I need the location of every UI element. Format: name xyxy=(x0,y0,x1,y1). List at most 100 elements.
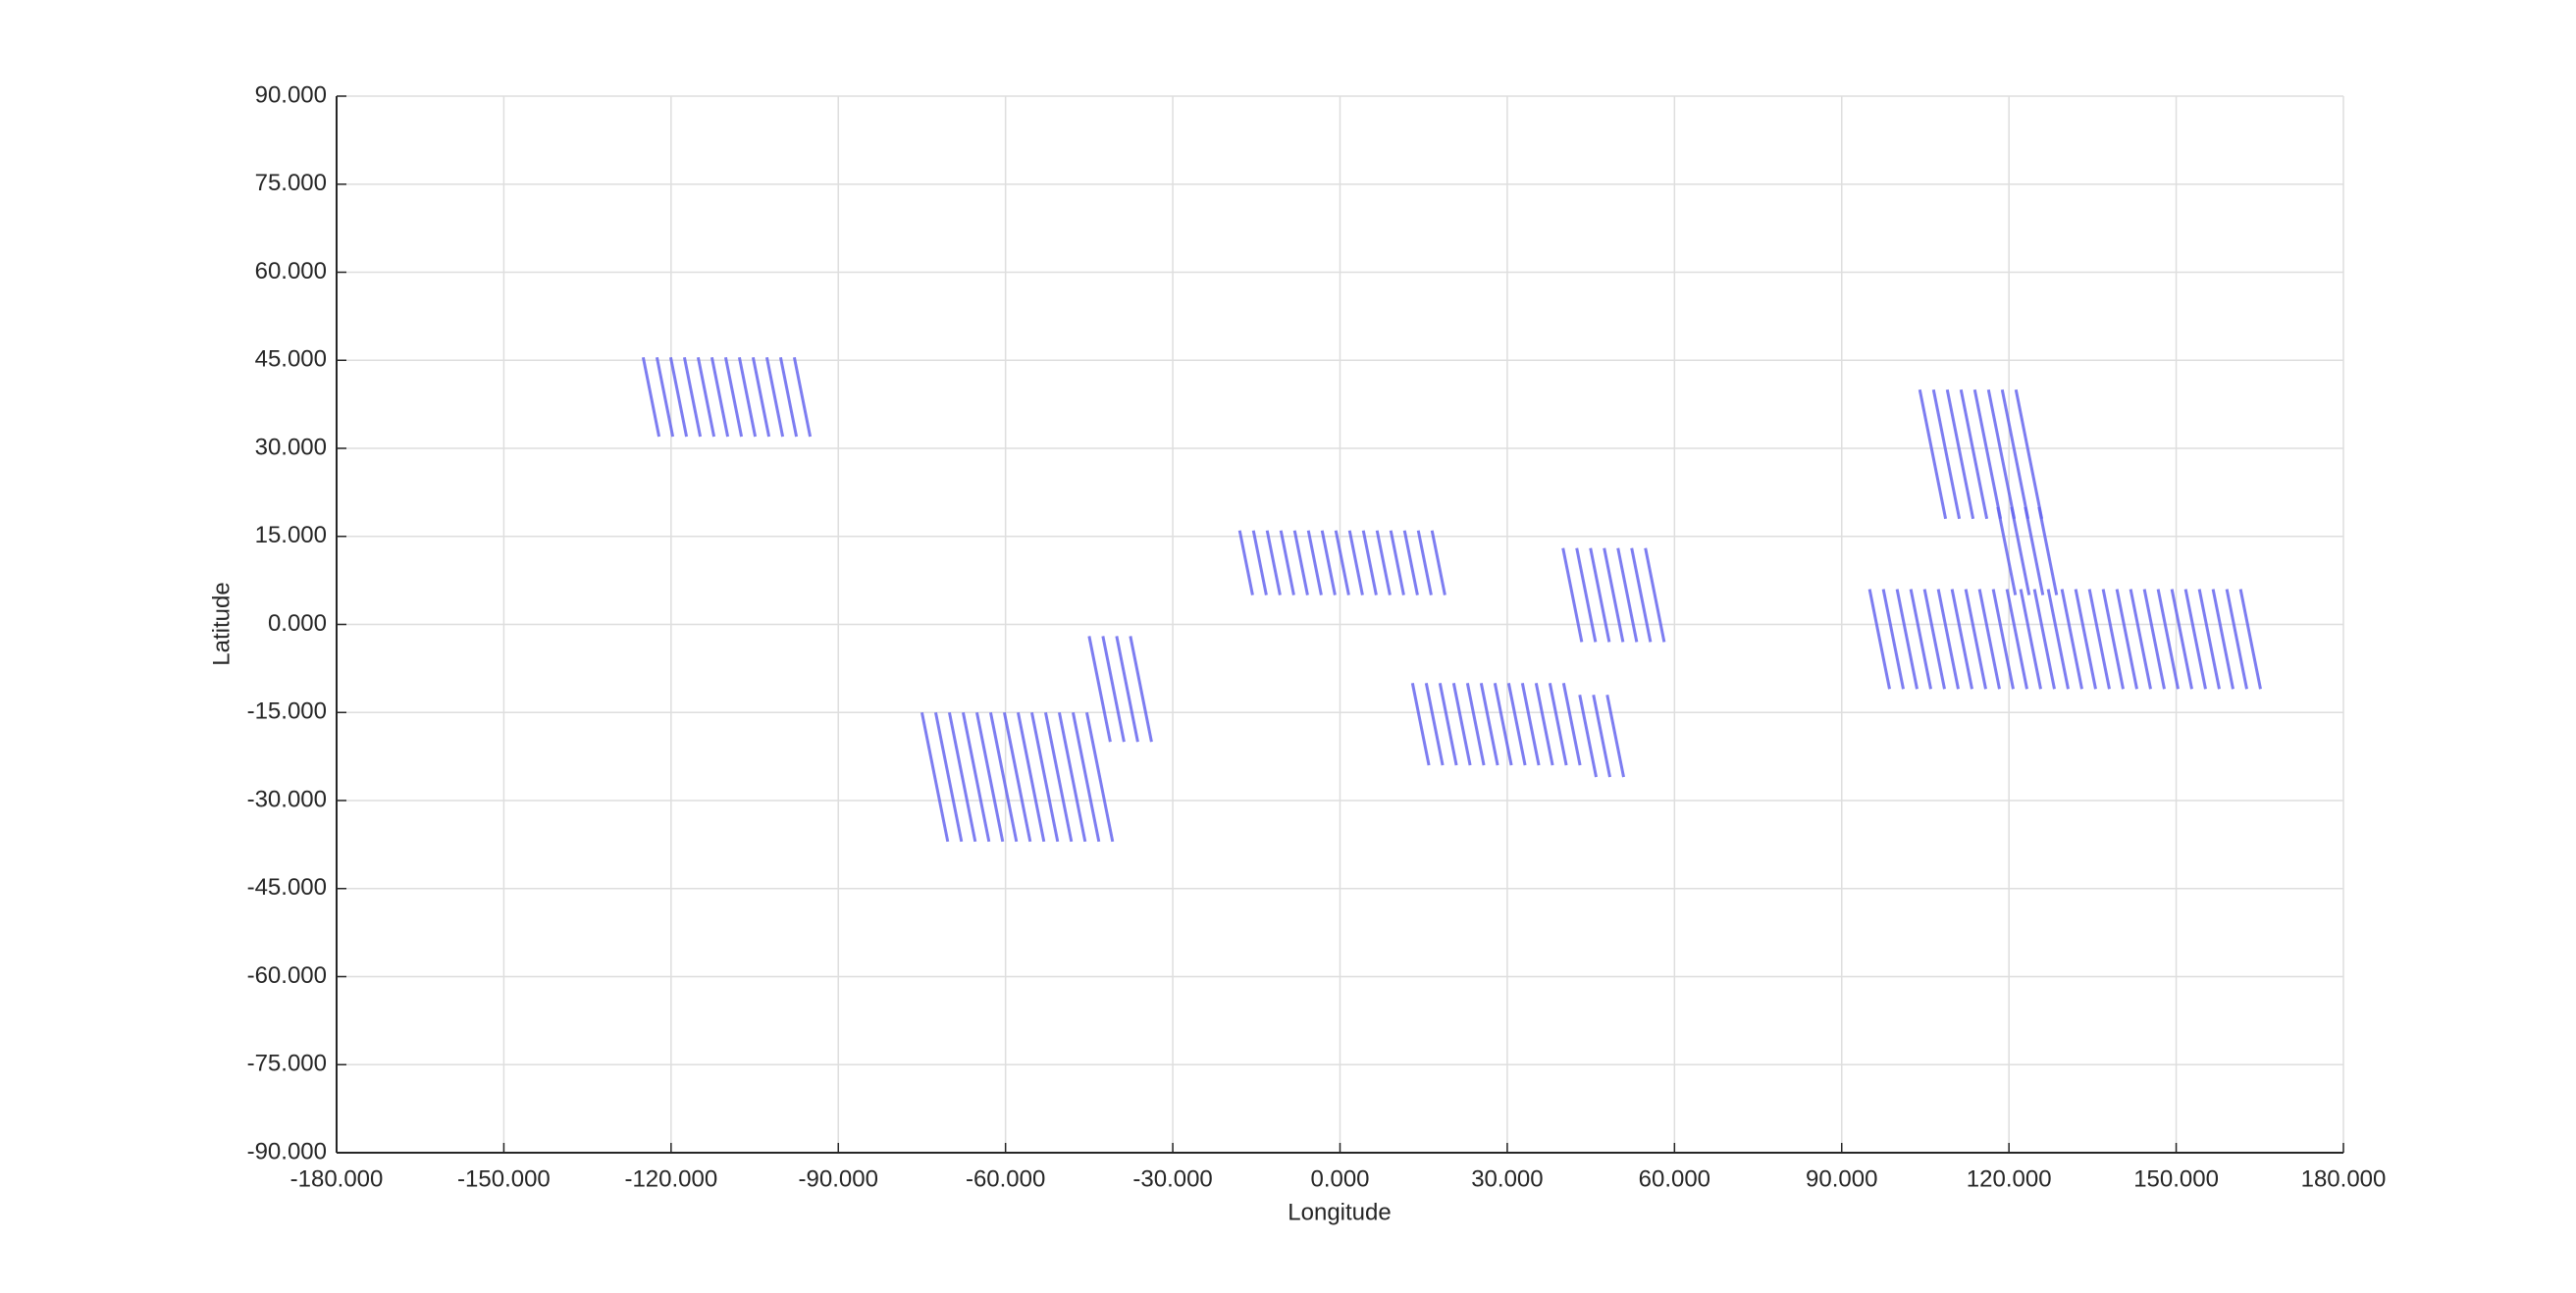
hatch-line xyxy=(1616,547,1639,643)
axes: -180.000 -150.000 -120.000 -90.000 -60.000 -3… xyxy=(247,81,2387,1192)
hatch-line xyxy=(2000,388,2030,520)
hatch-line xyxy=(737,356,758,438)
hatch-line xyxy=(2060,589,2083,690)
hatch-line xyxy=(2014,388,2044,520)
hatch-line xyxy=(710,356,730,438)
hatch-line xyxy=(1895,589,1919,690)
hatch-line xyxy=(1589,547,1611,643)
hatch-line xyxy=(2005,589,2028,690)
hatch-line xyxy=(1644,547,1666,643)
hatched-region xyxy=(1918,388,2044,520)
hatch-line xyxy=(961,711,991,843)
hatch-line xyxy=(1605,695,1625,778)
x-tick-label: -120.000 xyxy=(624,1165,717,1192)
y-tick-label: -75.000 xyxy=(247,1051,327,1077)
hatch-line xyxy=(2019,589,2042,690)
x-tick-label: 0.000 xyxy=(1310,1165,1369,1192)
hatched-region xyxy=(1578,695,1625,778)
hatch-line xyxy=(1410,683,1431,766)
hatch-line xyxy=(1416,530,1433,595)
hatch-line xyxy=(2129,589,2152,690)
hatch-line xyxy=(1087,636,1112,743)
hatch-line xyxy=(1959,388,1989,520)
hatch-line xyxy=(1977,589,2001,690)
hatch-line xyxy=(1950,589,1973,690)
hatch-line xyxy=(2074,589,2097,690)
y-tick-label: -60.000 xyxy=(247,962,327,989)
hatch-line xyxy=(1630,547,1653,643)
x-tick-label: -30.000 xyxy=(1132,1165,1212,1192)
hatch-line xyxy=(2142,589,2166,690)
hatch-line xyxy=(1071,711,1101,843)
hatch-line xyxy=(1347,530,1364,595)
hatch-line xyxy=(1129,636,1153,743)
hatched-region xyxy=(1996,506,2059,595)
hatch-line xyxy=(1548,683,1568,766)
hatch-line xyxy=(1430,530,1446,595)
y-tick-label: 75.000 xyxy=(255,170,327,196)
hatch-line xyxy=(1520,683,1541,766)
hatch-line xyxy=(1867,589,1891,690)
hatch-line xyxy=(1115,636,1139,743)
hatch-line xyxy=(2238,589,2262,690)
coast-eurasia xyxy=(1285,173,2343,578)
coast-south-america xyxy=(888,566,1144,942)
hatch-line xyxy=(1578,695,1598,778)
hatch-line xyxy=(933,711,964,843)
hatched-region xyxy=(1867,589,2262,690)
hatch-line xyxy=(1493,683,1513,766)
hatch-line xyxy=(1334,530,1350,595)
hatch-line xyxy=(1389,530,1405,595)
hatch-line xyxy=(1561,683,1582,766)
hatch-line xyxy=(1931,388,1962,520)
hatch-line xyxy=(2101,589,2125,690)
hatch-line xyxy=(1043,711,1074,843)
y-tick-label: -90.000 xyxy=(247,1138,327,1164)
hatch-line xyxy=(792,356,813,438)
y-tick-label: -45.000 xyxy=(247,874,327,901)
hatch-line xyxy=(1592,695,1611,778)
hatch-line xyxy=(2211,589,2234,690)
y-axis-label: Latitude xyxy=(208,582,235,665)
hatch-line xyxy=(2225,589,2248,690)
x-tick-label: 30.000 xyxy=(1471,1165,1543,1192)
y-tick-label: 30.000 xyxy=(255,434,327,460)
hatch-line xyxy=(641,356,661,438)
y-tick-label: 0.000 xyxy=(268,610,327,637)
hatch-line xyxy=(1561,547,1584,643)
hatch-line xyxy=(1029,711,1060,843)
hatch-line xyxy=(1506,683,1527,766)
hatch-line xyxy=(1603,547,1625,643)
hatch-line xyxy=(2115,589,2138,690)
x-tick-label: 60.000 xyxy=(1639,1165,1710,1192)
hatch-line xyxy=(974,711,1005,843)
hatch-line xyxy=(2156,589,2180,690)
hatch-line xyxy=(1002,711,1032,843)
hatch-line xyxy=(1575,547,1598,643)
hatch-line xyxy=(1991,589,2015,690)
hatch-line xyxy=(2046,589,2070,690)
hatch-line xyxy=(1016,711,1046,843)
hatch-line xyxy=(668,356,689,438)
hatched-region xyxy=(1087,636,1153,743)
x-tick-label: 90.000 xyxy=(1806,1165,1877,1192)
hatch-line xyxy=(1265,530,1282,595)
hatch-line xyxy=(655,356,675,438)
hatch-line xyxy=(1881,589,1905,690)
hatch-line xyxy=(2010,506,2031,595)
hatch-line xyxy=(947,711,977,843)
y-tick-label: 90.000 xyxy=(255,81,327,108)
hatch-line xyxy=(1237,530,1254,595)
hatch-line xyxy=(2032,589,2056,690)
hatch-line xyxy=(2197,589,2221,690)
hatch-line xyxy=(1534,683,1554,766)
hatched-regions xyxy=(641,356,2262,843)
x-tick-label: -180.000 xyxy=(290,1165,384,1192)
hatch-line xyxy=(696,356,716,438)
hatch-line xyxy=(1936,589,1960,690)
hatch-line xyxy=(1424,683,1445,766)
hatch-line xyxy=(2087,589,2111,690)
hatch-line xyxy=(1084,711,1115,843)
